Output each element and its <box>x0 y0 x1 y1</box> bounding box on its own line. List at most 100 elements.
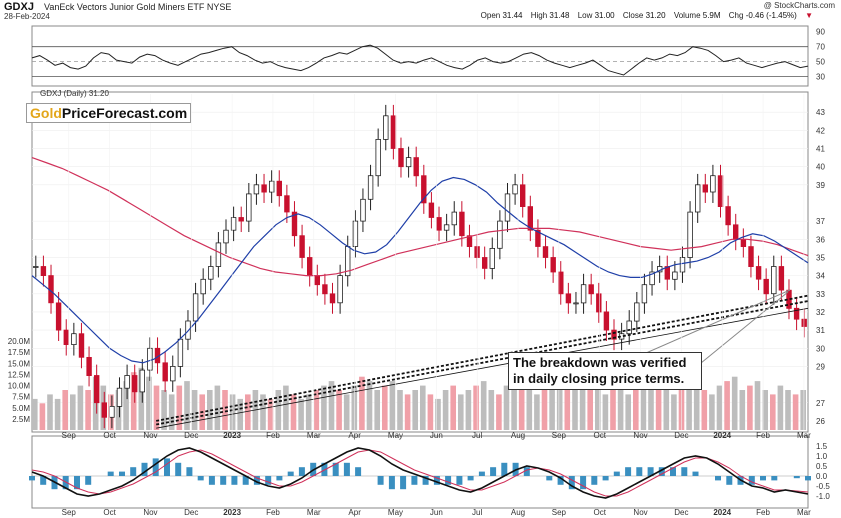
candle-body <box>33 266 39 268</box>
macd-histogram-bar <box>433 476 440 485</box>
volume-bar <box>245 394 251 430</box>
volume-bar <box>602 394 609 430</box>
volume-bar <box>389 381 396 430</box>
candle-body <box>230 217 237 231</box>
macd-histogram-bar <box>647 467 654 476</box>
macd-histogram-bar <box>197 476 204 481</box>
volume-bar <box>146 376 152 430</box>
volume-bar <box>427 394 434 430</box>
candle-body <box>268 180 275 193</box>
close-value: 31.20 <box>645 11 666 20</box>
volume-bar <box>70 394 76 430</box>
volume-bar <box>313 390 320 430</box>
candle-body <box>504 193 511 222</box>
month-label: Mar <box>307 508 321 517</box>
candle-body <box>710 175 716 193</box>
macd-histogram-bar <box>456 476 463 485</box>
candle-body <box>771 266 777 295</box>
candle-body <box>512 184 518 195</box>
candle-body <box>687 211 693 258</box>
open-label: Open <box>480 11 501 20</box>
price-tick-label: 39 <box>816 181 825 190</box>
volume-bar <box>229 394 236 430</box>
volume-bar <box>260 394 266 430</box>
candle-body <box>717 175 724 207</box>
volume-bar <box>374 390 380 430</box>
volume-bar <box>298 398 304 430</box>
rsi-tick-label: 30 <box>816 73 825 82</box>
macd-tick-label: 1.5 <box>816 442 828 451</box>
volume-bar <box>62 390 68 430</box>
volume-tick-label: 2.5M <box>12 415 30 424</box>
month-label: Apr <box>348 431 361 440</box>
macd-histogram-bar <box>242 476 249 485</box>
volume-tick-label: 17.5M <box>8 348 31 357</box>
copyright: @ StockCharts.com <box>763 1 835 10</box>
macd-histogram-bar <box>141 462 148 476</box>
month-label: Dec <box>674 431 688 440</box>
volume-bar <box>359 376 365 430</box>
macd-tick-label: -0.5 <box>816 482 830 491</box>
macd-histogram-bar <box>692 471 699 476</box>
volume-tick-label: 10.0M <box>8 382 31 391</box>
month-label: Aug <box>511 431 525 440</box>
low-value: 31.00 <box>594 11 615 20</box>
volume-bar <box>343 394 350 430</box>
macd-histogram-bar <box>568 476 575 490</box>
month-label: Sep <box>62 508 77 517</box>
volume-bar <box>85 390 91 430</box>
volume-bar <box>693 381 700 430</box>
candle-body <box>565 293 572 304</box>
logo-rest: PriceForecast.com <box>61 105 188 121</box>
volume-tick-label: 5.0M <box>12 404 30 413</box>
candle-body <box>352 220 359 247</box>
candle-body <box>383 115 389 140</box>
volume-bar <box>450 385 456 430</box>
volume-bar <box>92 376 99 430</box>
month-label: 2023 <box>223 431 241 440</box>
volume-bar <box>480 381 487 430</box>
macd-histogram-bar <box>186 467 193 476</box>
volume-bar <box>32 398 38 430</box>
chg-label: Chg <box>728 11 744 20</box>
price-tick-label: 30 <box>816 344 825 353</box>
month-label: Oct <box>593 431 606 440</box>
candle-body <box>428 202 435 218</box>
volume-tick-label: 15.0M <box>8 359 31 368</box>
macd-histogram-bar <box>591 476 598 485</box>
support-trendline <box>156 307 809 429</box>
macd-histogram-bar <box>613 471 620 476</box>
volume-tick-label: 12.5M <box>8 370 31 379</box>
candle-body <box>481 257 488 269</box>
volume-bar <box>792 394 799 430</box>
candle-body <box>634 302 640 322</box>
volume-bar <box>321 385 327 430</box>
volume-bar <box>184 381 190 430</box>
price-tick-label: 26 <box>816 417 825 426</box>
macd-histogram-bar <box>74 476 80 490</box>
candle-body <box>116 387 123 407</box>
annotation-line-2: in daily closing price terms. <box>513 371 685 386</box>
macd-histogram-bar <box>276 476 283 481</box>
volume-bar <box>77 385 84 430</box>
candle-body <box>162 362 168 382</box>
month-label: 2023 <box>223 508 241 517</box>
volume-bar <box>191 390 198 430</box>
month-label: 2024 <box>713 431 731 440</box>
macd-histogram-bar <box>793 476 800 479</box>
volume-bar <box>138 367 145 430</box>
candle-body <box>40 266 47 277</box>
candle-body <box>763 278 769 295</box>
candle-body <box>611 329 617 340</box>
candle-body <box>558 271 564 295</box>
macd-histogram-bar <box>636 467 643 476</box>
panel-frame <box>31 25 809 87</box>
macd-histogram-bar <box>490 467 497 476</box>
chart-date: 28-Feb-2024 <box>4 12 50 21</box>
candle-body <box>740 238 747 248</box>
candle-body <box>520 184 526 208</box>
volume-bar <box>701 390 708 430</box>
month-label: Oct <box>593 508 606 517</box>
candle-body <box>596 293 602 313</box>
candle-body <box>793 307 800 320</box>
